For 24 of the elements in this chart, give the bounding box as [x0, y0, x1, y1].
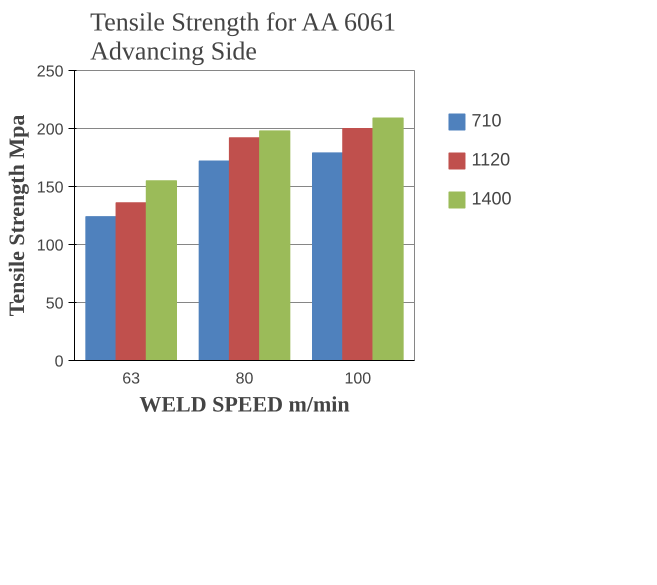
bar	[372, 118, 404, 360]
legend-label: 1120	[471, 150, 510, 170]
bar	[228, 137, 260, 360]
y-tick-label: 100	[36, 238, 64, 254]
x-tick-label: 80	[236, 370, 254, 388]
bar	[146, 180, 177, 360]
y-tick-label: 250	[36, 64, 64, 80]
bar	[116, 202, 147, 360]
y-axis-title: Tensile Strength Mpa	[4, 114, 29, 316]
bar	[198, 160, 230, 360]
chart-title: Tensile Strength for AA 6061 Advancing Side	[90, 8, 396, 66]
bar	[342, 128, 374, 360]
x-axis-title: WELD SPEED m/min	[139, 392, 350, 416]
y-tick-label: 50	[46, 296, 64, 312]
y-tick-label: 0	[54, 354, 64, 370]
y-tick-label: 150	[36, 180, 64, 196]
y-tick-label: 200	[36, 122, 64, 138]
bar	[312, 152, 344, 360]
bar	[85, 216, 117, 360]
x-tick-label: 63	[122, 370, 140, 388]
legend-label: 1400	[471, 188, 512, 210]
x-tick-label: 100	[344, 370, 372, 388]
legend-label: 710	[471, 110, 502, 132]
bar	[259, 130, 290, 360]
